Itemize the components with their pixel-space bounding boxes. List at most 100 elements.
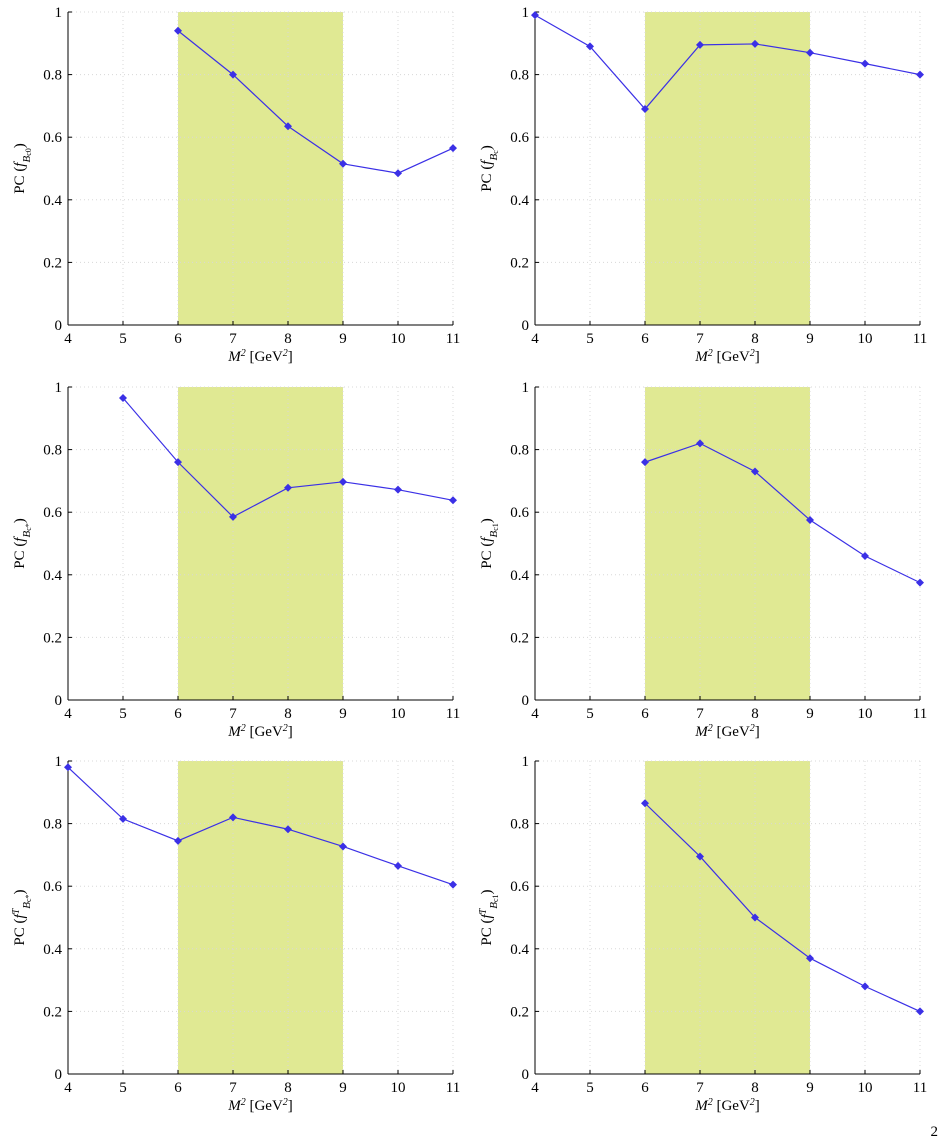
x-tick-label: 10 (391, 1080, 406, 1096)
x-tick-label: 6 (641, 706, 649, 722)
data-point (229, 70, 237, 79)
label-part: M (694, 724, 709, 740)
highlight-band (178, 12, 343, 325)
y-tick-label: 0.6 (43, 505, 62, 521)
x-tick-label: 6 (174, 1080, 182, 1096)
label-part: 2 (750, 348, 755, 359)
label-part: 2 (283, 348, 288, 359)
data-point (531, 11, 539, 20)
data-point (284, 122, 292, 131)
label-part: B (488, 902, 500, 909)
y-tick-label: 0.2 (43, 1004, 62, 1020)
x-axis-label: M2 [GeV2] (227, 1097, 293, 1115)
x-tick-label: 9 (339, 1080, 347, 1096)
x-tick-label: 7 (229, 331, 237, 347)
x-tick-label: 6 (641, 1080, 649, 1096)
x-tick-label: 10 (858, 1080, 873, 1096)
data-point (174, 458, 182, 467)
y-tick-label: 0 (55, 1067, 63, 1083)
data-point (119, 393, 127, 402)
label-part: M (694, 349, 709, 365)
data-point (64, 763, 72, 772)
y-tick-label: 0.6 (510, 879, 529, 895)
y-tick-label: 0.2 (510, 255, 529, 271)
highlight-band (178, 761, 343, 1074)
y-tick-label: 0.4 (43, 568, 62, 584)
label-part: ) (479, 889, 495, 894)
data-line (534, 14, 921, 110)
y-axis-label: PC (fBc*) (12, 518, 33, 569)
data-point (339, 159, 347, 168)
data-line (67, 766, 454, 886)
label-part: ] (755, 349, 760, 365)
x-tick-label: 7 (229, 706, 237, 722)
data-point (284, 825, 292, 834)
label-part: PC ( (479, 165, 495, 192)
y-tick-label: 0.8 (43, 68, 62, 84)
data-point (394, 861, 402, 870)
label-part: PC ( (12, 918, 28, 945)
y-axis-label: PC (fTBc*) (11, 889, 34, 945)
y-tick-label: 0 (55, 693, 63, 709)
x-tick-label: 7 (696, 1080, 704, 1096)
label-part: f (12, 161, 28, 167)
x-tick-label: 9 (806, 706, 814, 722)
x-tick-label: 7 (696, 706, 704, 722)
label-part: M (227, 1098, 242, 1114)
x-tick-label: 4 (531, 1080, 539, 1096)
y-tick-label: 0.6 (43, 130, 62, 146)
label-part: [GeV (713, 1098, 750, 1114)
highlight-band (645, 387, 810, 700)
label-part: M (227, 724, 242, 740)
label-part: M (694, 1098, 709, 1114)
y-tick-label: 1 (55, 754, 63, 770)
x-tick-label: 8 (284, 331, 292, 347)
label-part: c (491, 150, 500, 154)
label-part: B (488, 531, 500, 538)
data-point (449, 880, 457, 889)
data-point (119, 814, 127, 823)
y-axis-label: PC (fBc0) (12, 143, 33, 194)
data-point (696, 852, 704, 861)
label-part: f (479, 159, 495, 165)
x-tick-label: 10 (391, 331, 406, 347)
x-tick-label: 4 (531, 706, 539, 722)
y-tick-label: 0.4 (510, 193, 529, 209)
y-axis-label: PC (fBc1) (479, 518, 500, 569)
y-tick-label: 0.8 (510, 68, 529, 84)
y-tick-label: 0.6 (510, 505, 529, 521)
label-part: B (488, 154, 500, 161)
label-part: B (21, 156, 33, 163)
data-line (644, 442, 921, 584)
label-part: PC ( (12, 542, 28, 569)
x-tick-label: 11 (913, 331, 927, 347)
data-line (177, 30, 454, 174)
x-tick-label: 6 (174, 331, 182, 347)
x-tick-label: 10 (858, 706, 873, 722)
data-point (394, 169, 402, 178)
label-part: 2 (241, 348, 246, 359)
data-point (861, 982, 869, 991)
label-part: PC ( (479, 542, 495, 569)
y-tick-label: 0.4 (43, 193, 62, 209)
x-axis-label: M2 [GeV2] (227, 348, 293, 366)
y-tick-label: 1 (522, 5, 530, 21)
y-tick-label: 0.8 (510, 817, 529, 833)
label-part: M (227, 349, 242, 365)
data-point (751, 39, 759, 48)
x-axis-label: M2 [GeV2] (694, 723, 760, 741)
label-part: ) (12, 889, 28, 894)
label-part: c* (24, 894, 33, 902)
label-part: [GeV (246, 724, 283, 740)
y-tick-label: 0 (522, 693, 530, 709)
x-tick-label: 8 (751, 706, 759, 722)
x-axis-label: M2 [GeV2] (694, 348, 760, 366)
data-point (174, 26, 182, 35)
label-part: T (11, 907, 22, 914)
data-point (174, 836, 182, 845)
y-tick-label: 1 (55, 380, 63, 396)
label-part: B (21, 531, 33, 538)
x-tick-label: 9 (339, 706, 347, 722)
